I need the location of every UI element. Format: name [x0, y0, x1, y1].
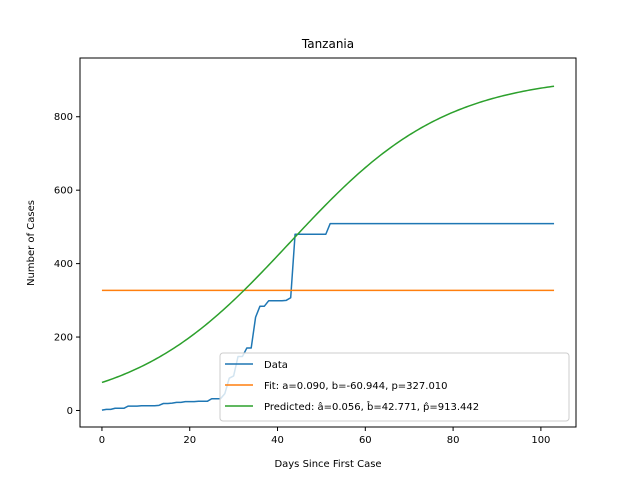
x-axis-label: Days Since First Case	[274, 459, 381, 470]
legend-label-data: Data	[264, 360, 288, 371]
ticks-layer: 0 20 40 60 80 100 0 200 400 600 800	[54, 112, 551, 446]
y-tick-label: 400	[54, 259, 73, 270]
plot-frame	[79, 57, 577, 428]
y-tick-label: 800	[54, 112, 73, 123]
legend-label-predicted: Predicted: â=0.056, b̂=42.771, p̂=913.44…	[264, 400, 479, 413]
legend: Data Fit: a=0.090, b=-60.944, p=327.010 …	[219, 352, 570, 422]
series-line-data	[101, 222, 555, 411]
series-layer	[101, 85, 555, 411]
x-tick-label: 100	[531, 435, 550, 446]
legend-label-fit: Fit: a=0.090, b=-60.944, p=327.010	[264, 381, 448, 392]
y-tick-label: 600	[54, 186, 73, 197]
x-tick-label: 80	[447, 435, 460, 446]
x-tick-label: 40	[271, 435, 284, 446]
y-tick-label: 200	[54, 333, 73, 344]
x-tick-label: 0	[99, 435, 105, 446]
y-axis-label: Number of Cases	[26, 200, 37, 286]
x-tick-label: 20	[183, 435, 196, 446]
chart-title: Tanzania	[301, 37, 354, 51]
y-tick-label: 0	[67, 406, 73, 417]
series-line-predicted	[101, 85, 555, 384]
x-tick-label: 60	[359, 435, 372, 446]
legend-box	[219, 352, 570, 422]
